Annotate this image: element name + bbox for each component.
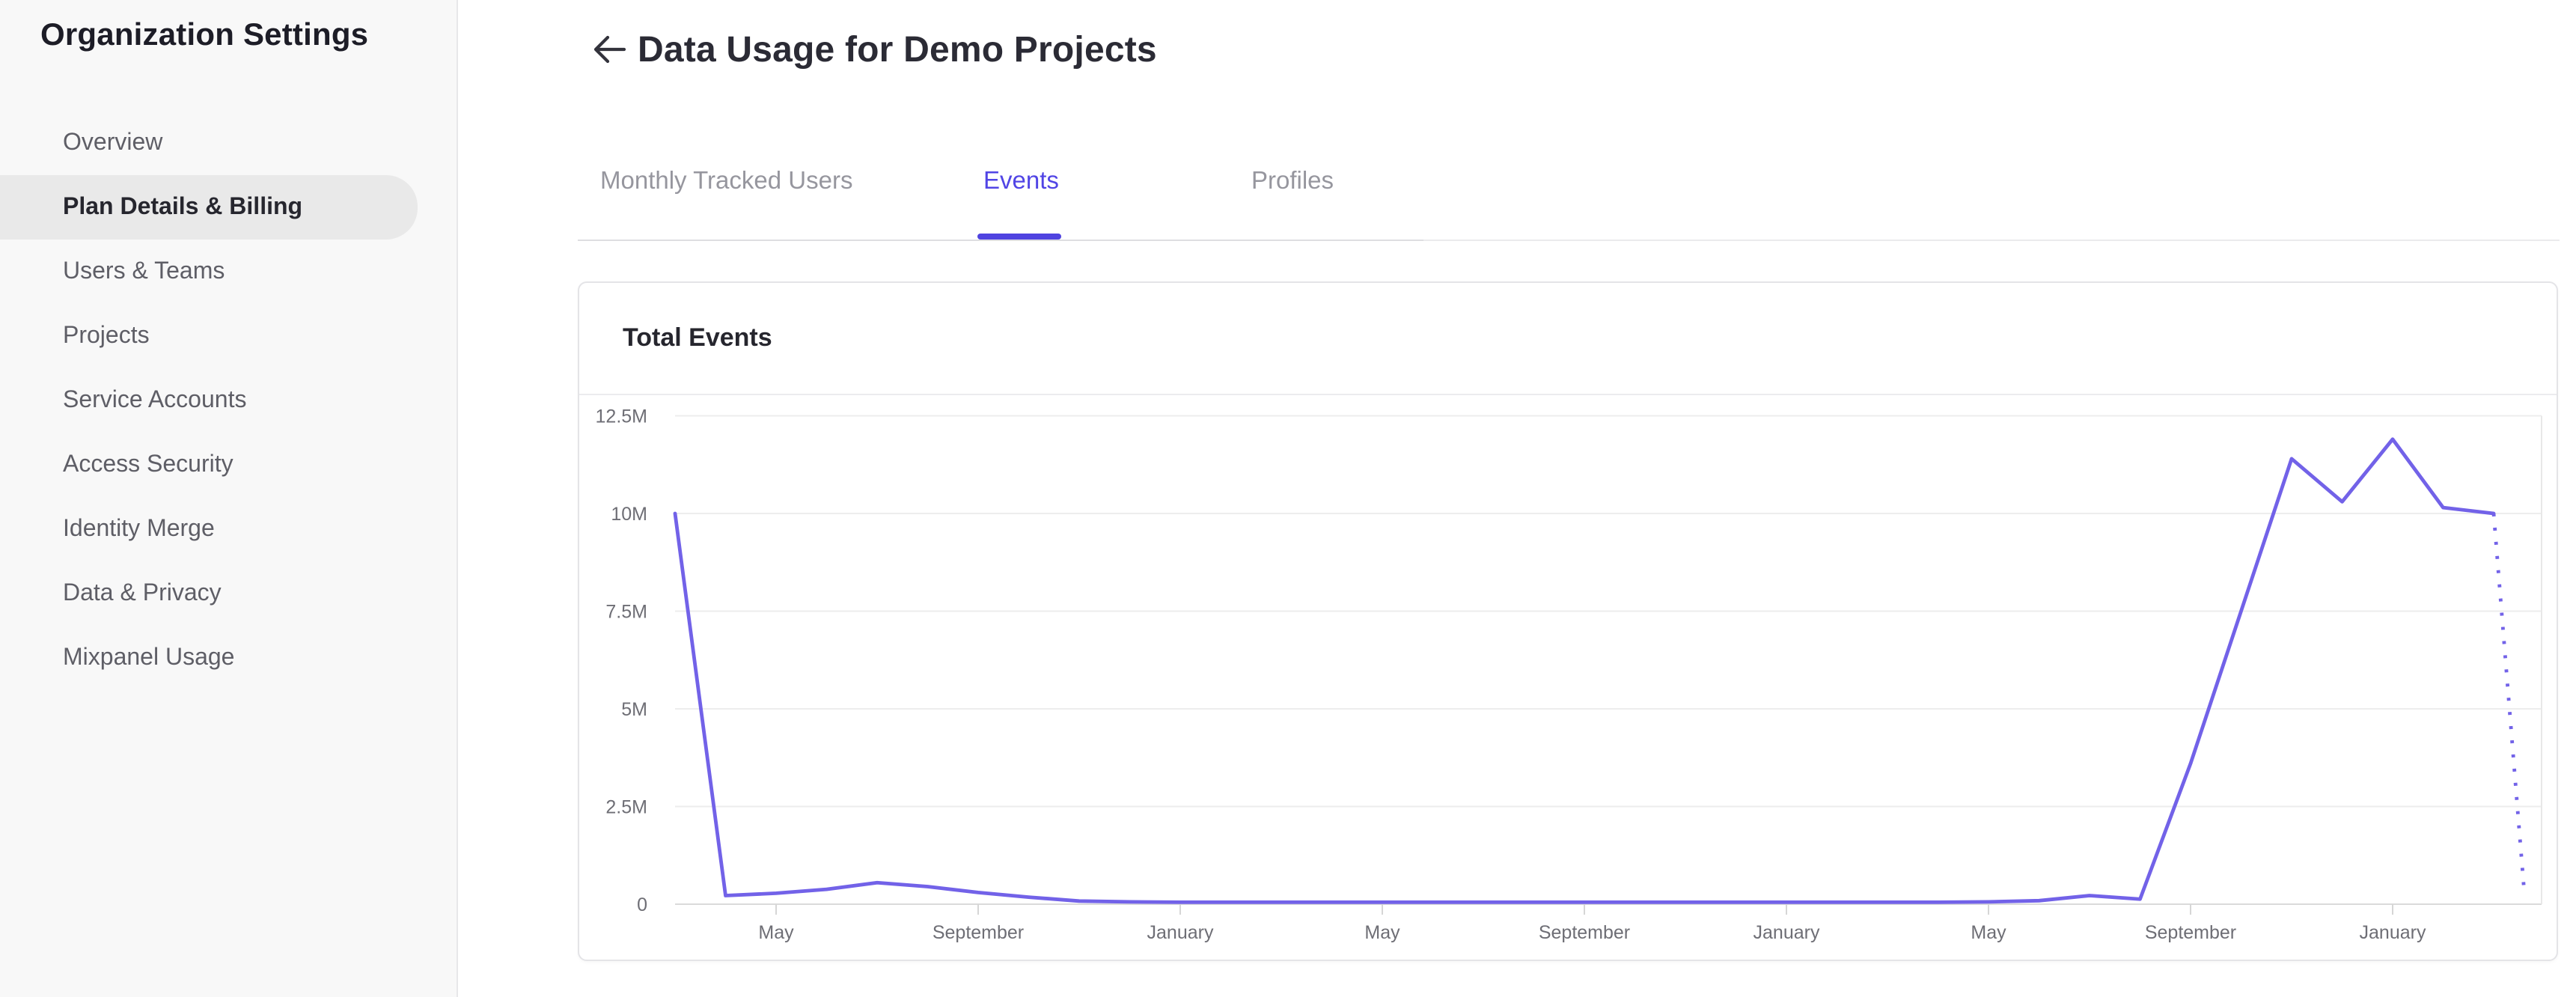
x-axis-label: May [1364, 922, 1400, 943]
x-axis-label: January [2359, 922, 2426, 943]
x-axis-label: January [1147, 922, 1213, 943]
x-axis-label: January [1753, 922, 1819, 943]
tab-events[interactable]: Events [983, 168, 1059, 195]
left-arrow-icon [590, 32, 629, 73]
sidebar-item-plan-details-billing[interactable]: Plan Details & Billing [0, 175, 418, 240]
sidebar-item-mixpanel-usage[interactable]: Mixpanel Usage [63, 644, 235, 670]
card-title: Total Events [623, 323, 772, 352]
sidebar-item-projects[interactable]: Projects [63, 323, 150, 348]
back-button[interactable] [587, 33, 632, 72]
sidebar: Organization Settings Overview Plan Deta… [0, 0, 458, 997]
y-axis-label: 7.5M [605, 602, 647, 623]
tab-divider-dark-segment [578, 240, 1423, 241]
y-axis-label: 10M [610, 504, 647, 525]
tab-monthly-tracked-users[interactable]: Monthly Tracked Users [600, 168, 853, 195]
sidebar-item-access-security[interactable]: Access Security [63, 451, 234, 477]
usage-line-projection [2491, 513, 2525, 889]
x-axis-label: September [1538, 922, 1629, 943]
page-title: Data Usage for Demo Projects [638, 30, 1157, 70]
tab-divider [578, 240, 2560, 241]
y-axis-label: 12.5M [595, 406, 647, 427]
active-tab-indicator [977, 234, 1061, 240]
sidebar-nav: Overview Plan Details & Billing Users & … [0, 111, 458, 690]
sidebar-item-identity-merge[interactable]: Identity Merge [63, 516, 215, 541]
sidebar-title: Organization Settings [40, 18, 369, 52]
card-header: Total Events [579, 283, 2556, 395]
y-axis-label: 2.5M [605, 797, 647, 818]
x-axis-label: May [757, 922, 793, 943]
sidebar-item-data-privacy[interactable]: Data & Privacy [63, 580, 222, 606]
y-axis-label: 0 [636, 894, 647, 915]
events-usage-chart: 12.5M 10M 7.5M 5M 2.5M 0 May September January Ma… [595, 406, 2542, 943]
x-axis-label: May [1970, 922, 2006, 943]
sidebar-item-overview[interactable]: Overview [63, 129, 163, 155]
tab-profiles[interactable]: Profiles [1251, 168, 1334, 195]
total-events-card: Total Events 12.5M 10M 7.5M 5M 2.5M 0 May Septe… [577, 281, 2557, 961]
y-axis-label: 5M [620, 699, 647, 720]
x-axis-label: September [932, 922, 1023, 943]
sidebar-item-users-teams[interactable]: Users & Teams [63, 258, 225, 284]
usage-line [672, 437, 2495, 904]
x-axis-label: September [2144, 922, 2235, 943]
sidebar-item-service-accounts[interactable]: Service Accounts [63, 387, 247, 412]
